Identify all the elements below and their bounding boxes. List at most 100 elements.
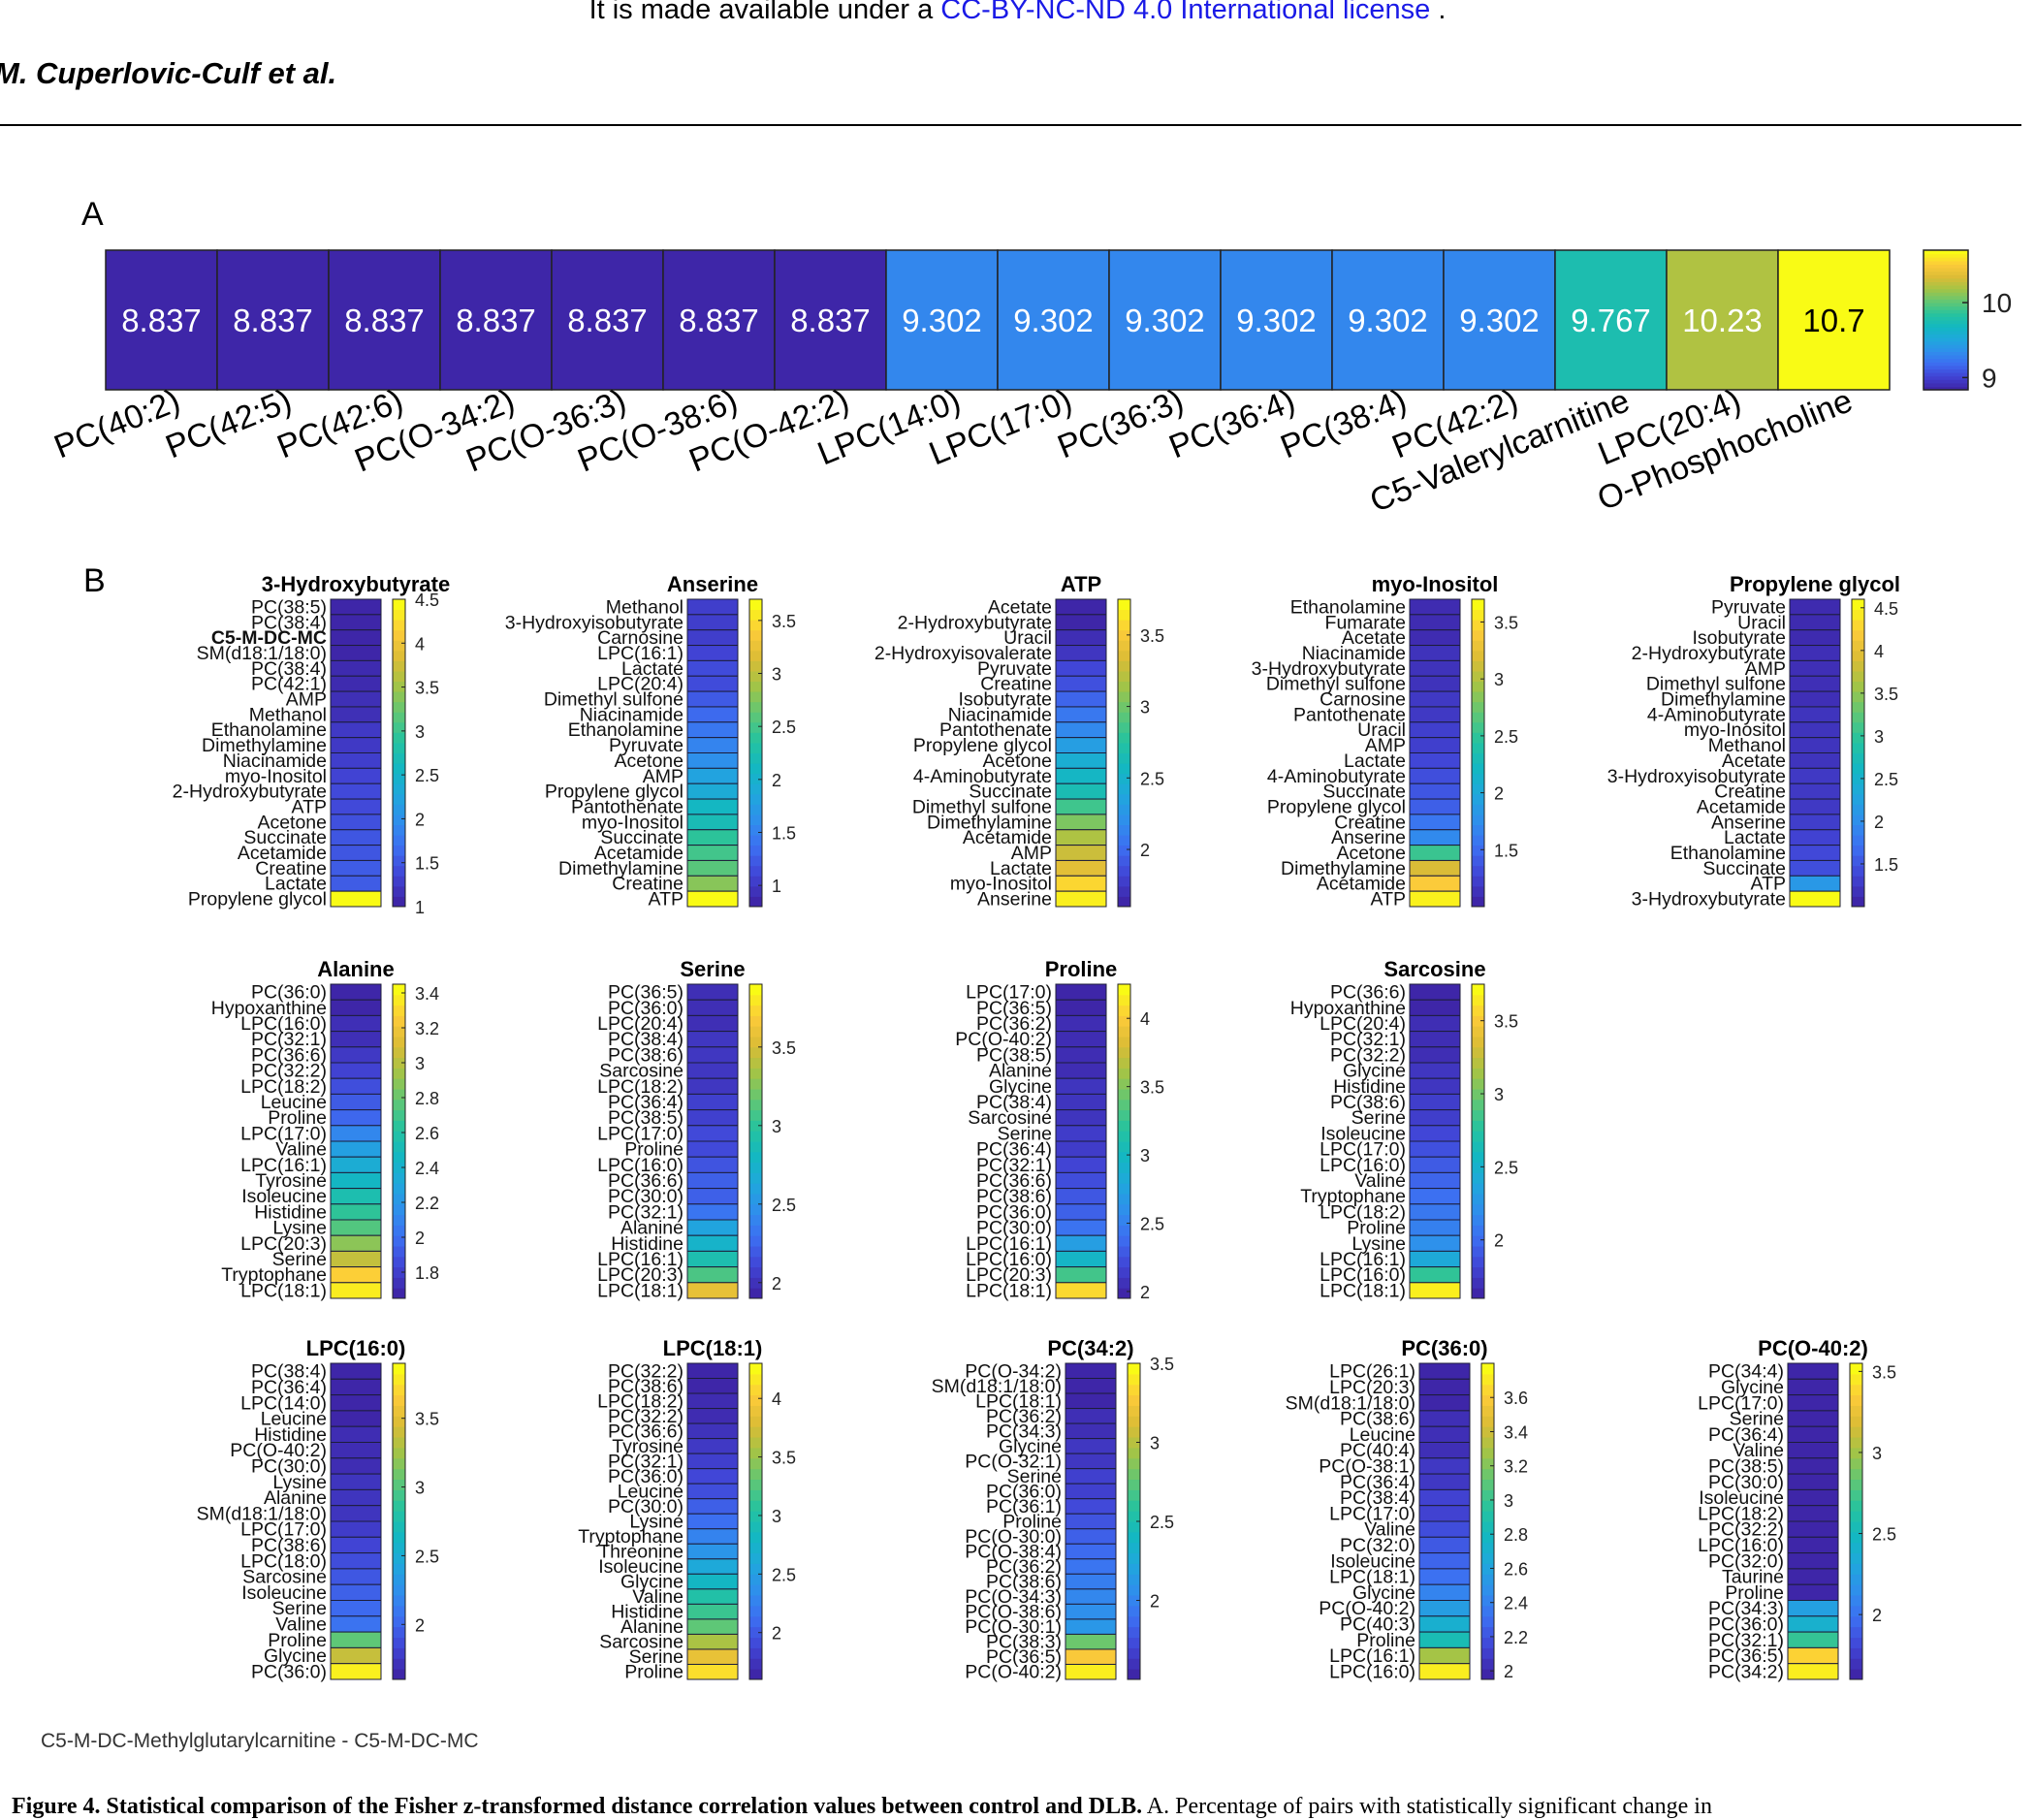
heatmap-cell <box>1418 1631 1471 1648</box>
heatmap-colorbar-segment <box>1481 1468 1494 1481</box>
heatmap-colorbar-segment <box>393 732 405 744</box>
heatmap-row-label: Creatine <box>980 674 1052 695</box>
heatmap-cell <box>1055 706 1107 723</box>
heatmap-title: ATP <box>1061 572 1101 596</box>
heatmap-cell <box>330 1031 382 1048</box>
heatmap-colorbar-segment <box>1852 701 1864 713</box>
heatmap-colorbar-label: 2.5 <box>772 1196 796 1215</box>
heatmap-row-label: Niacinamide <box>1302 643 1406 664</box>
heatmap-cell <box>1789 767 1841 784</box>
heatmap-colorbar-segment <box>1481 1363 1494 1375</box>
heatmap-colorbar-segment <box>1472 1235 1484 1247</box>
heatmap-cell <box>1055 1093 1107 1111</box>
heatmap-row-label: Glycine <box>1721 1377 1784 1398</box>
panel-a-label: A <box>81 196 104 233</box>
heatmap-colorbar-segment <box>1472 681 1484 692</box>
heatmap-colorbar-segment <box>393 701 405 713</box>
heatmap-row-label: PC(36:0) <box>608 1466 684 1487</box>
heatmap-cell <box>1065 1408 1117 1424</box>
heatmap-colorbar-segment <box>749 1078 762 1090</box>
heatmap-colorbar-segment <box>393 1057 405 1069</box>
heatmap-cell <box>1409 875 1461 892</box>
heatmap-row-label: Proline <box>1347 1218 1406 1239</box>
heatmap-colorbar-segment <box>393 1542 405 1554</box>
heatmap-colorbar-label: 2.5 <box>415 1547 439 1566</box>
heatmap-cell <box>686 675 739 692</box>
heatmap-cell <box>330 782 382 800</box>
heatmap-cell <box>1409 1188 1461 1205</box>
heatmap-row-label: 2-Hydroxybutyrate <box>898 612 1052 633</box>
panel-a-value-label: 10.7 <box>1802 303 1864 338</box>
heatmap-cell <box>686 645 739 661</box>
heatmap-row-label: 4-Aminobutyrate <box>1647 704 1786 725</box>
heatmap-colorbar-segment <box>749 599 762 611</box>
heatmap-row-label: LPC(18:2) <box>597 1390 684 1412</box>
heatmap-row-label: PC(36:4) <box>1708 1424 1784 1446</box>
heatmap-colorbar-segment <box>1472 609 1484 621</box>
heatmap-cell <box>686 814 739 831</box>
heatmap-row-label: PC(O-38:1) <box>1319 1455 1415 1477</box>
heatmap-row-label: Niacinamide <box>223 750 327 772</box>
heatmap-cell <box>686 752 739 769</box>
heatmap-row-label: PC(O-38:6) <box>965 1602 1062 1623</box>
heatmap-cell <box>1787 1536 1839 1554</box>
heatmap-row-label: AMP <box>286 689 327 711</box>
heatmap-cell <box>1409 890 1461 908</box>
heatmap-cell <box>330 659 382 677</box>
heatmap-colorbar-segment <box>1118 1099 1130 1111</box>
heatmap-cell <box>330 875 382 892</box>
heatmap-row-label: PC(36:4) <box>1340 1472 1415 1493</box>
heatmap-colorbar-label: 3 <box>415 1054 425 1073</box>
heatmap-row-label: Taurine <box>1722 1567 1784 1588</box>
heatmap-cell <box>686 1140 739 1158</box>
heatmap-row-label: PC(30:0) <box>608 1186 684 1207</box>
heatmap-cell <box>686 1543 739 1560</box>
heatmap-cell <box>330 1014 382 1033</box>
heatmap-colorbar-segment <box>1481 1626 1494 1639</box>
heatmap-cell <box>330 1077 382 1095</box>
heatmap-cell <box>686 1362 739 1380</box>
heatmap-title: LPC(16:0) <box>306 1336 406 1360</box>
heatmap-colorbar-segment <box>1472 1183 1484 1195</box>
heatmap-row-label: LPC(17:0) <box>966 982 1052 1004</box>
heatmap-colorbar-segment <box>1128 1637 1140 1648</box>
panel-a-category-label: PC(36:3) <box>1053 382 1189 465</box>
heatmap-colorbar-label: 2.2 <box>1504 1628 1528 1647</box>
heatmap-colorbar-segment <box>749 1046 762 1059</box>
heatmap-colorbar-segment <box>1852 670 1864 683</box>
license-link[interactable]: CC-BY-NC-ND 4.0 International license <box>940 0 1431 25</box>
heatmap-colorbar-segment <box>1118 855 1130 867</box>
heatmap-row-label: Glycine <box>1352 1582 1415 1604</box>
heatmap-cell <box>330 1093 382 1111</box>
heatmap-colorbar-segment <box>749 1552 762 1564</box>
heatmap-row-label: Isobutyrate <box>1693 627 1786 649</box>
heatmap-cell <box>1055 659 1107 677</box>
heatmap-colorbar-segment <box>749 1405 762 1417</box>
heatmap-colorbar-segment <box>1472 1256 1484 1268</box>
heatmap-cell <box>1418 1646 1471 1665</box>
heatmap-colorbar-segment <box>1850 1447 1862 1459</box>
heatmap-cell <box>330 1125 382 1142</box>
heatmap-colorbar-segment <box>749 1584 762 1596</box>
heatmap-colorbar-segment <box>393 1183 405 1195</box>
heatmap-row-label: PC(34:4) <box>1708 1361 1784 1383</box>
heatmap-row-label: Dimethyl sulfone <box>1266 674 1406 695</box>
heatmap-row-label: Lactate <box>621 658 684 680</box>
heatmap-row-label: Dimethyl sulfone <box>544 689 684 711</box>
heatmap-row-label: 3-Hydroxybutyrate <box>1252 658 1406 680</box>
heatmap-colorbar-segment <box>749 793 762 805</box>
heatmap-cell <box>686 659 739 677</box>
panel-a-colorbar-segment <box>1924 295 1968 300</box>
heatmap-cell <box>1418 1520 1471 1538</box>
heatmap-cell <box>1409 737 1461 754</box>
heatmap-colorbar-segment <box>749 742 762 753</box>
heatmap-row-label: Methanol <box>1708 735 1786 756</box>
heatmap-colorbar-segment <box>1472 660 1484 672</box>
heatmap-cell <box>1418 1394 1471 1412</box>
heatmap-row-label: PC(36:4) <box>251 1377 327 1398</box>
heatmap-colorbar-label: 3.5 <box>1140 626 1164 646</box>
heatmap-row-label: Dimethylamine <box>1281 858 1406 879</box>
heatmap-cell <box>1409 814 1461 831</box>
heatmap-row-label: PC(O-38:4) <box>965 1542 1062 1563</box>
heatmap-colorbar-segment <box>393 1131 405 1142</box>
